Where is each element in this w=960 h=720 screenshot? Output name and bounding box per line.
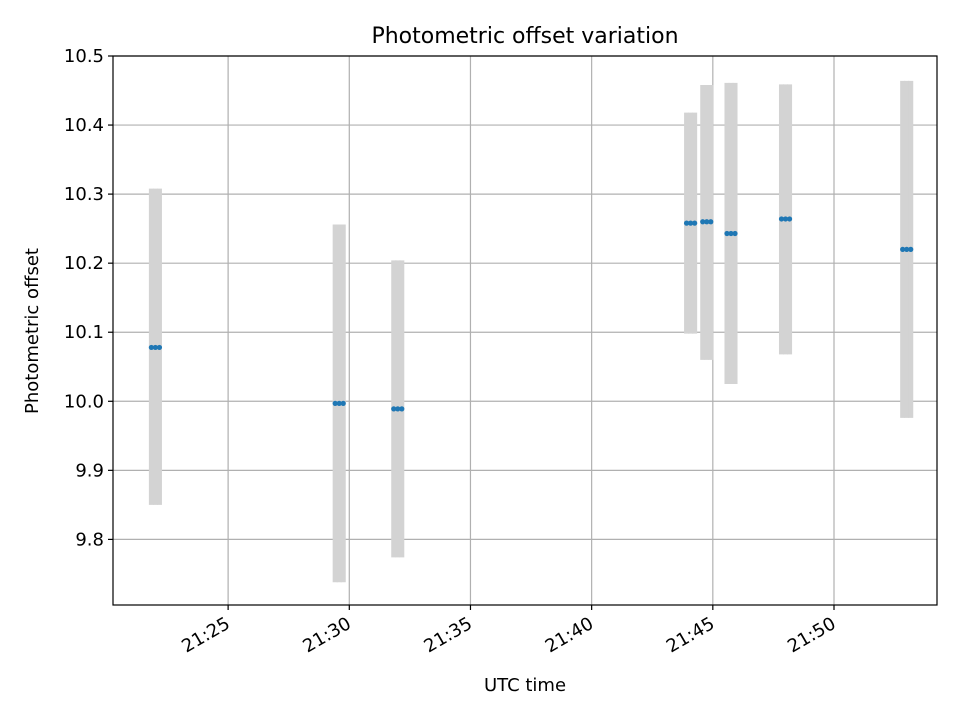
y-tick-label: 9.9: [75, 460, 104, 481]
chart-title: Photometric offset variation: [371, 24, 678, 49]
x-tick-label: 21:35: [421, 613, 476, 657]
data-point: [778, 216, 785, 222]
data-point: [395, 406, 401, 412]
x-tick-label: 21:25: [178, 613, 233, 657]
data-point: [692, 220, 698, 226]
data-point: [704, 219, 710, 225]
data-points: [148, 216, 914, 412]
x-tick-label: 21:40: [542, 613, 597, 657]
grid: [113, 55, 937, 605]
x-axis-title: UTC time: [484, 675, 566, 696]
error-bands: [148, 80, 914, 583]
plot-frame: [112, 55, 938, 606]
x-tick-label: 21:30: [299, 613, 354, 657]
data-point: [336, 400, 342, 406]
data-point: [786, 216, 793, 222]
data-point: [728, 230, 734, 237]
y-tick-label: 10.3: [64, 184, 104, 205]
y-tick-label: 10.4: [64, 115, 104, 136]
x-tick-label: 21:45: [663, 613, 718, 657]
x-tick-label: 21:50: [784, 613, 839, 657]
data-point: [700, 219, 706, 225]
y-axis-title: Photometric offset: [22, 248, 43, 414]
data-point: [782, 216, 789, 222]
data-point: [688, 220, 694, 226]
data-point: [152, 344, 159, 351]
data-point: [904, 246, 910, 252]
y-tick-label: 10.2: [64, 253, 104, 274]
data-point: [908, 246, 914, 252]
axis-ticks: 21:25 21:30 21:35 21:40 21:45 21:50 9.8 9.9 10.0…: [64, 46, 840, 657]
y-tick-label: 10.1: [64, 322, 104, 343]
data-point: [399, 406, 405, 412]
data-point: [732, 230, 738, 237]
y-tick-label: 10.5: [64, 46, 104, 67]
data-point: [900, 246, 906, 252]
data-point: [340, 400, 346, 406]
data-point: [332, 400, 338, 406]
data-point: [148, 344, 154, 351]
data-point: [683, 220, 690, 226]
data-point: [156, 344, 163, 351]
y-tick-label: 9.8: [75, 529, 104, 550]
y-tick-label: 10.0: [64, 391, 104, 412]
data-point: [391, 406, 397, 412]
data-point: [708, 219, 714, 225]
data-point: [724, 230, 730, 237]
